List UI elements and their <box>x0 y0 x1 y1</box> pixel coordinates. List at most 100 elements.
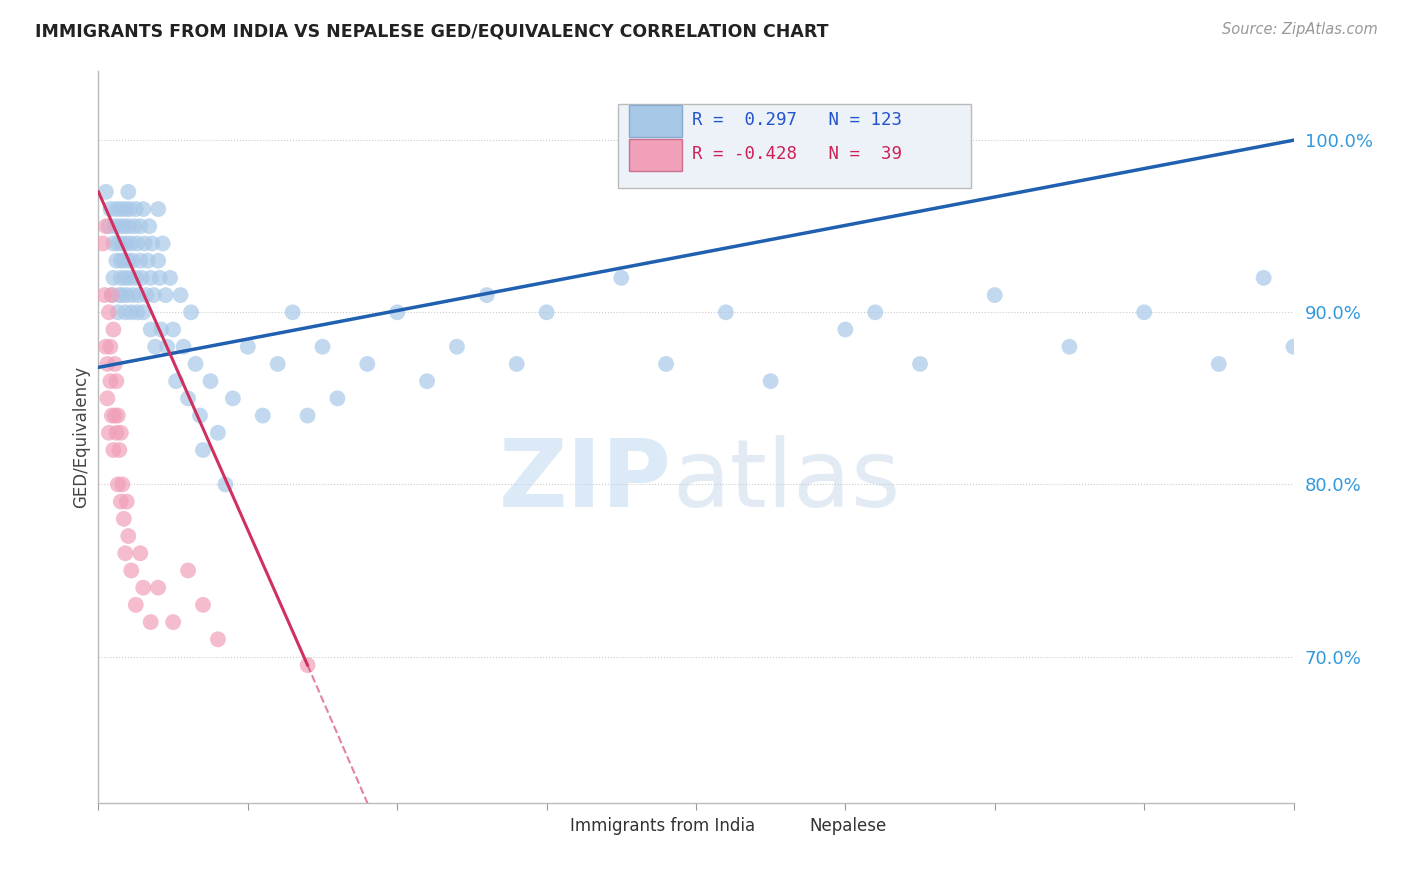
Point <box>94 340 117 354</box>
Point <box>236 340 259 354</box>
Point <box>117 529 139 543</box>
Point <box>112 219 135 234</box>
Point <box>297 409 319 423</box>
Point <box>475 288 498 302</box>
Point <box>252 409 274 423</box>
Point <box>104 219 127 234</box>
Point <box>111 477 134 491</box>
Point <box>94 185 117 199</box>
Point <box>135 288 157 302</box>
Point <box>200 374 222 388</box>
Point <box>134 236 156 251</box>
Point <box>120 236 142 251</box>
Point <box>446 340 468 354</box>
Point <box>103 322 125 336</box>
Point <box>124 219 146 234</box>
Point <box>1208 357 1230 371</box>
Point <box>148 581 170 595</box>
Point <box>184 357 207 371</box>
Point <box>610 271 633 285</box>
Point <box>114 271 136 285</box>
Text: R =  0.297   N = 123: R = 0.297 N = 123 <box>692 112 903 129</box>
Point <box>152 236 174 251</box>
Point <box>111 288 134 302</box>
Point <box>326 392 349 406</box>
Point <box>93 288 115 302</box>
Point <box>143 340 166 354</box>
Point <box>101 288 124 302</box>
Point <box>103 442 125 457</box>
Point <box>111 236 134 251</box>
Point <box>177 392 200 406</box>
Point <box>129 219 152 234</box>
Text: R = -0.428   N =  39: R = -0.428 N = 39 <box>692 145 903 163</box>
FancyBboxPatch shape <box>533 816 567 838</box>
Point <box>385 305 409 319</box>
Point <box>207 425 229 440</box>
Point <box>101 409 124 423</box>
Point <box>128 288 150 302</box>
Point <box>105 374 128 388</box>
Point <box>114 546 136 560</box>
Point <box>132 581 155 595</box>
Point <box>115 236 138 251</box>
Point <box>105 253 128 268</box>
Point <box>98 340 122 354</box>
Point <box>117 219 139 234</box>
Point <box>114 202 136 216</box>
Point <box>118 271 141 285</box>
Point <box>759 374 782 388</box>
Point <box>129 253 152 268</box>
Point <box>97 219 120 234</box>
Point <box>103 236 125 251</box>
Point <box>655 357 678 371</box>
Point <box>908 357 931 371</box>
Point <box>222 392 245 406</box>
Point <box>150 322 173 336</box>
Point <box>98 374 122 388</box>
Point <box>159 271 181 285</box>
Point <box>110 271 132 285</box>
Point <box>127 236 149 251</box>
Point <box>173 340 195 354</box>
Point <box>97 305 120 319</box>
Point <box>94 219 117 234</box>
Point <box>180 305 202 319</box>
Point <box>129 546 152 560</box>
Point <box>138 219 160 234</box>
Point <box>105 425 128 440</box>
FancyBboxPatch shape <box>772 816 806 838</box>
Point <box>104 409 127 423</box>
Point <box>112 512 135 526</box>
Point <box>141 236 163 251</box>
Point <box>110 494 132 508</box>
Point <box>207 632 229 647</box>
Point <box>107 477 129 491</box>
Point <box>148 202 170 216</box>
Point <box>297 658 319 673</box>
Point <box>120 305 142 319</box>
Point <box>115 494 138 508</box>
Point <box>139 322 162 336</box>
Point <box>177 564 200 578</box>
Point <box>536 305 558 319</box>
Point <box>110 425 132 440</box>
Point <box>984 288 1007 302</box>
Point <box>108 288 131 302</box>
FancyBboxPatch shape <box>628 138 682 171</box>
Point <box>96 357 118 371</box>
Point <box>188 409 211 423</box>
Point <box>149 271 172 285</box>
Point <box>107 305 129 319</box>
Point <box>125 598 148 612</box>
Text: atlas: atlas <box>672 435 900 527</box>
Point <box>162 322 184 336</box>
Point <box>1059 340 1081 354</box>
Point <box>1133 305 1156 319</box>
Point <box>125 202 148 216</box>
Point <box>155 288 177 302</box>
FancyBboxPatch shape <box>628 105 682 137</box>
Point <box>117 185 139 199</box>
Point <box>162 615 184 629</box>
Text: Immigrants from India: Immigrants from India <box>571 817 755 835</box>
